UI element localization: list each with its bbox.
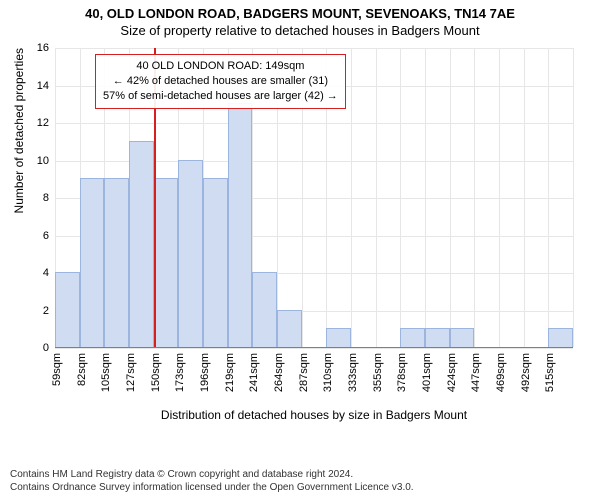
x-tick-label: 127sqm <box>125 347 137 392</box>
footer-line-2: Contains Ordnance Survey information lic… <box>10 481 414 494</box>
y-tick-label: 8 <box>43 192 55 204</box>
histogram-bar <box>425 328 450 347</box>
y-tick-label: 2 <box>43 305 55 317</box>
annotation-box: 40 OLD LONDON ROAD: 149sqm← 42% of detac… <box>95 54 346 109</box>
x-tick-label: 333sqm <box>347 347 359 392</box>
annotation-line: ← 42% of detached houses are smaller (31… <box>103 74 338 89</box>
y-tick-label: 6 <box>43 230 55 242</box>
x-tick-label: 82sqm <box>76 347 88 386</box>
histogram-bar <box>548 328 573 347</box>
annotation-line: 40 OLD LONDON ROAD: 149sqm <box>103 59 338 74</box>
histogram-bar <box>154 178 179 347</box>
x-tick-label: 447sqm <box>470 347 482 392</box>
y-tick-label: 14 <box>37 80 55 92</box>
x-tick-label: 515sqm <box>544 347 556 392</box>
x-tick-label: 241sqm <box>248 347 260 392</box>
x-tick-label: 424sqm <box>446 347 458 392</box>
histogram-bar <box>252 272 277 347</box>
y-axis-label: Number of detached properties <box>12 0 26 198</box>
x-tick-label: 378sqm <box>396 347 408 392</box>
chart-title-subtitle: Size of property relative to detached ho… <box>0 21 600 38</box>
chart-container: Number of detached properties 0246810121… <box>0 40 600 452</box>
x-tick-label: 59sqm <box>51 347 63 386</box>
histogram-bar <box>277 310 302 348</box>
histogram-bar <box>450 328 475 347</box>
histogram-bar <box>129 141 154 347</box>
histogram-bar <box>203 178 228 347</box>
x-tick-label: 196sqm <box>199 347 211 392</box>
x-tick-label: 355sqm <box>372 347 384 392</box>
x-tick-label: 173sqm <box>174 347 186 392</box>
x-tick-label: 492sqm <box>520 347 532 392</box>
histogram-bar <box>80 178 105 347</box>
x-tick-label: 469sqm <box>495 347 507 392</box>
histogram-bar <box>400 328 425 347</box>
histogram-bar <box>228 103 253 347</box>
footer-line-1: Contains HM Land Registry data © Crown c… <box>10 468 414 481</box>
histogram-bar <box>104 178 129 347</box>
gridline-v <box>573 48 574 347</box>
x-tick-label: 401sqm <box>421 347 433 392</box>
x-tick-label: 310sqm <box>322 347 334 392</box>
y-tick-label: 12 <box>37 117 55 129</box>
gridline-h <box>55 48 573 49</box>
y-tick-label: 10 <box>37 155 55 167</box>
attribution-footer: Contains HM Land Registry data © Crown c… <box>10 468 414 494</box>
annotation-line: 57% of semi-detached houses are larger (… <box>103 89 338 104</box>
y-tick-label: 4 <box>43 267 55 279</box>
chart-title-address: 40, OLD LONDON ROAD, BADGERS MOUNT, SEVE… <box>0 0 600 21</box>
x-tick-label: 287sqm <box>298 347 310 392</box>
histogram-bar <box>55 272 80 347</box>
x-tick-label: 264sqm <box>273 347 285 392</box>
x-axis-label: Distribution of detached houses by size … <box>55 408 573 422</box>
x-tick-label: 105sqm <box>100 347 112 392</box>
histogram-bar <box>326 328 351 347</box>
x-tick-label: 219sqm <box>224 347 236 392</box>
y-tick-label: 16 <box>37 42 55 54</box>
x-tick-label: 150sqm <box>150 347 162 392</box>
plot-area: 024681012141659sqm82sqm105sqm127sqm150sq… <box>55 48 573 348</box>
histogram-bar <box>178 160 203 348</box>
gridline-h <box>55 123 573 124</box>
